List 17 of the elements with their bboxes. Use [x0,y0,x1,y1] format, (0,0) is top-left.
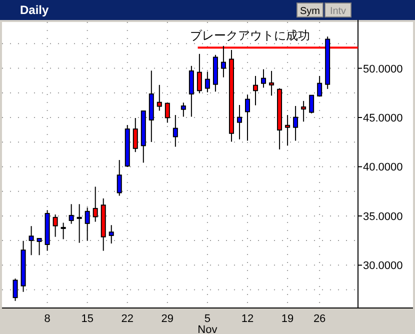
button: Intv [324,2,352,18]
y-tick-label: 40.0000 [363,162,403,174]
x-tick-label: 8 [44,313,50,325]
x-tick-label: 5 Nov [198,313,218,334]
y-tick-label: 30.0000 [363,260,403,272]
x-tick-label: 15 [81,313,94,325]
x-tick-label: 22 [121,313,134,325]
x-tick-label: 12 [241,313,254,325]
x-tick-label: 26 [313,313,326,325]
title: Daily [20,3,49,17]
button: Sym [296,2,324,18]
y-tick-label: 35.0000 [363,210,403,223]
y-tick-label: 50.0000 [363,63,403,76]
y-tick-label: 45.0000 [363,112,403,124]
x-tick-label: 29 [161,313,174,325]
x-tick-label: 19 [281,313,294,325]
ref-line-label: ブレークアウトに成功 [190,28,310,43]
